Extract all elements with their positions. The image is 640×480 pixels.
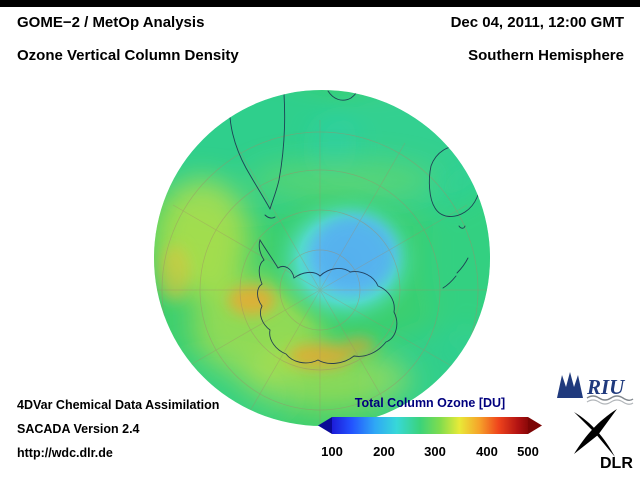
riu-logo: RIU bbox=[554, 370, 636, 406]
colorbar-title: Total Column Ozone [DU] bbox=[354, 396, 506, 410]
globe-svg bbox=[154, 90, 490, 426]
coastline-south-america bbox=[229, 99, 271, 210]
riu-cathedral-icon bbox=[557, 372, 583, 398]
riu-wave-icon bbox=[586, 395, 634, 401]
tick-label-300: 300 bbox=[424, 444, 446, 459]
coastline-antarctica bbox=[257, 238, 398, 364]
product-title: Ozone Vertical Column Density bbox=[17, 47, 239, 64]
hemisphere-label: Southern Hemisphere bbox=[468, 47, 624, 64]
colorbar-left-arrow bbox=[318, 417, 332, 434]
assimilation-label: 4DVar Chemical Data Assimilation bbox=[17, 398, 220, 412]
riu-wave2-icon bbox=[586, 399, 634, 405]
dlr-logo: DLR bbox=[570, 406, 636, 472]
date-label: Dec 04, 2011, 12:00 GMT bbox=[450, 14, 624, 31]
colorbar-gradient bbox=[332, 417, 528, 434]
coastline-new-zealand bbox=[442, 257, 469, 289]
tick-label-500: 500 bbox=[517, 444, 539, 459]
colorbar-svg bbox=[318, 417, 542, 434]
ozone-globe-map bbox=[152, 88, 492, 428]
instrument-title: GOME−2 / MetOp Analysis bbox=[17, 14, 205, 31]
dlr-logo-text: DLR bbox=[600, 455, 633, 472]
colorbar-ticks: 100 200 300 400 500 bbox=[318, 444, 542, 460]
colorbar bbox=[318, 417, 542, 434]
ozone-minimum-region bbox=[267, 188, 427, 332]
tick-label-400: 400 bbox=[476, 444, 498, 459]
riu-logo-text: RIU bbox=[586, 375, 626, 399]
tick-label-200: 200 bbox=[373, 444, 395, 459]
top-black-bar bbox=[0, 0, 640, 7]
dlr-wings-icon bbox=[574, 409, 617, 457]
version-label: SACADA Version 2.4 bbox=[17, 422, 140, 436]
colorbar-right-arrow bbox=[528, 417, 542, 434]
wdc-url-label: http://wdc.dlr.de bbox=[17, 446, 113, 460]
tick-label-100: 100 bbox=[321, 444, 343, 459]
